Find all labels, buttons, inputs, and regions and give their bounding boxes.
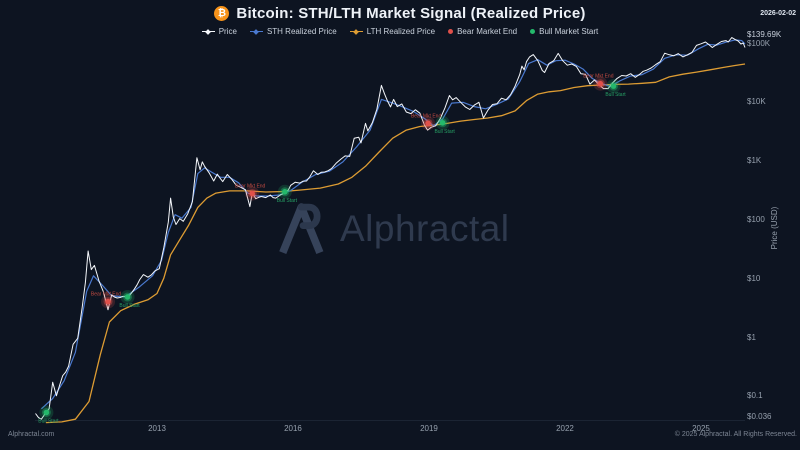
y-axis-tick-0.036: $0.036 (747, 411, 772, 421)
y-axis-title: Price (USD) (770, 206, 779, 250)
legend-item-price[interactable]: Price (201, 27, 237, 36)
lth-realized-price-line (45, 63, 746, 424)
y-axis-tick-1: $1 (747, 332, 756, 342)
x-axis-tick-2025: 2025 (692, 424, 710, 433)
bear-marker-label: Bear Mkt End (583, 74, 614, 80)
legend: Price STH Realized Price LTH Realized Pric… (0, 27, 800, 36)
legend-label: Price (218, 27, 237, 36)
bull-market-marker: Bull Start (119, 289, 140, 309)
y-axis-tick-100: $100 (747, 214, 765, 224)
bull-market-marker: Bull Start (605, 79, 626, 98)
legend-label: Bear Market End (457, 27, 518, 36)
bear-market-marker: Bear Mkt End (583, 74, 614, 91)
y-axis-tick-10k: $10K (747, 97, 766, 107)
bear-marker-label: Bear Mkt End (411, 113, 442, 119)
bear-market-marker: Bear Mkt End (411, 113, 442, 131)
legend-label: Bull Market Start (539, 27, 599, 36)
bull-marker-label: Bull Start (38, 418, 59, 424)
legend-line-marker-icon (201, 28, 215, 35)
y-axis-tick-0.1: $0.1 (747, 391, 763, 401)
legend-item-lth-realized-price[interactable]: LTH Realized Price (349, 27, 436, 36)
page-title: Bitcoin: STH/LTH Market Signal (Realized… (236, 5, 586, 22)
y-axis-tick-10: $10 (747, 273, 761, 283)
bear-marker-label: Bear Mkt End (91, 292, 122, 298)
chart-date: 2026-02-02 (760, 10, 796, 17)
legend-line-marker-icon (249, 28, 263, 35)
sth-realized-price-line (40, 39, 746, 410)
bull-marker-label: Bull Start (434, 129, 455, 135)
bull-marker-label: Bull Start (605, 92, 626, 98)
bitcoin-icon: ₿ (214, 6, 230, 21)
footer-site-link[interactable]: Alphractal.com (8, 431, 55, 438)
legend-dot-marker-icon (448, 29, 454, 34)
x-axis-tick-2016: 2016 (284, 424, 302, 433)
x-axis-line (35, 420, 745, 421)
legend-item-bear-market-end[interactable]: Bear Market End (448, 27, 517, 36)
x-axis-tick-2022: 2022 (556, 424, 574, 433)
y-axis-tick-1k: $1K (747, 156, 762, 166)
bull-market-marker: Bull Start (434, 115, 455, 135)
legend-line-marker-icon (349, 28, 363, 35)
bull-marker-label: Bull Start (119, 303, 140, 309)
bear-market-marker: Bear Mkt End (235, 184, 266, 201)
legend-label: LTH Realized Price (366, 27, 436, 36)
bear-market-marker: Bear Mkt End (91, 292, 122, 309)
legend-item-sth-realized-price[interactable]: STH Realized Price (249, 27, 337, 36)
price-line (35, 37, 746, 420)
x-axis-tick-2019: 2019 (420, 424, 438, 433)
y-axis-tick-100k: $100K (747, 38, 771, 48)
bear-marker-label: Bear Mkt End (235, 184, 266, 190)
footer-copyright: © 2025 Alphractal. All Rights Reserved. (674, 431, 797, 438)
legend-item-bull-market-start[interactable]: Bull Market Start (530, 27, 598, 36)
bull-marker-label: Bull Start (277, 198, 298, 204)
header: ₿ Bitcoin: STH/LTH Market Signal (Realiz… (0, 5, 800, 22)
legend-dot-marker-icon (530, 29, 536, 34)
bull-market-marker: Bull Start (277, 184, 298, 204)
x-axis-tick-2013: 2013 (148, 424, 166, 433)
legend-label: STH Realized Price (266, 27, 337, 36)
y-axis-tick-139.69k: $139.69K (747, 29, 782, 39)
bull-market-marker: Bull Start (38, 405, 59, 424)
